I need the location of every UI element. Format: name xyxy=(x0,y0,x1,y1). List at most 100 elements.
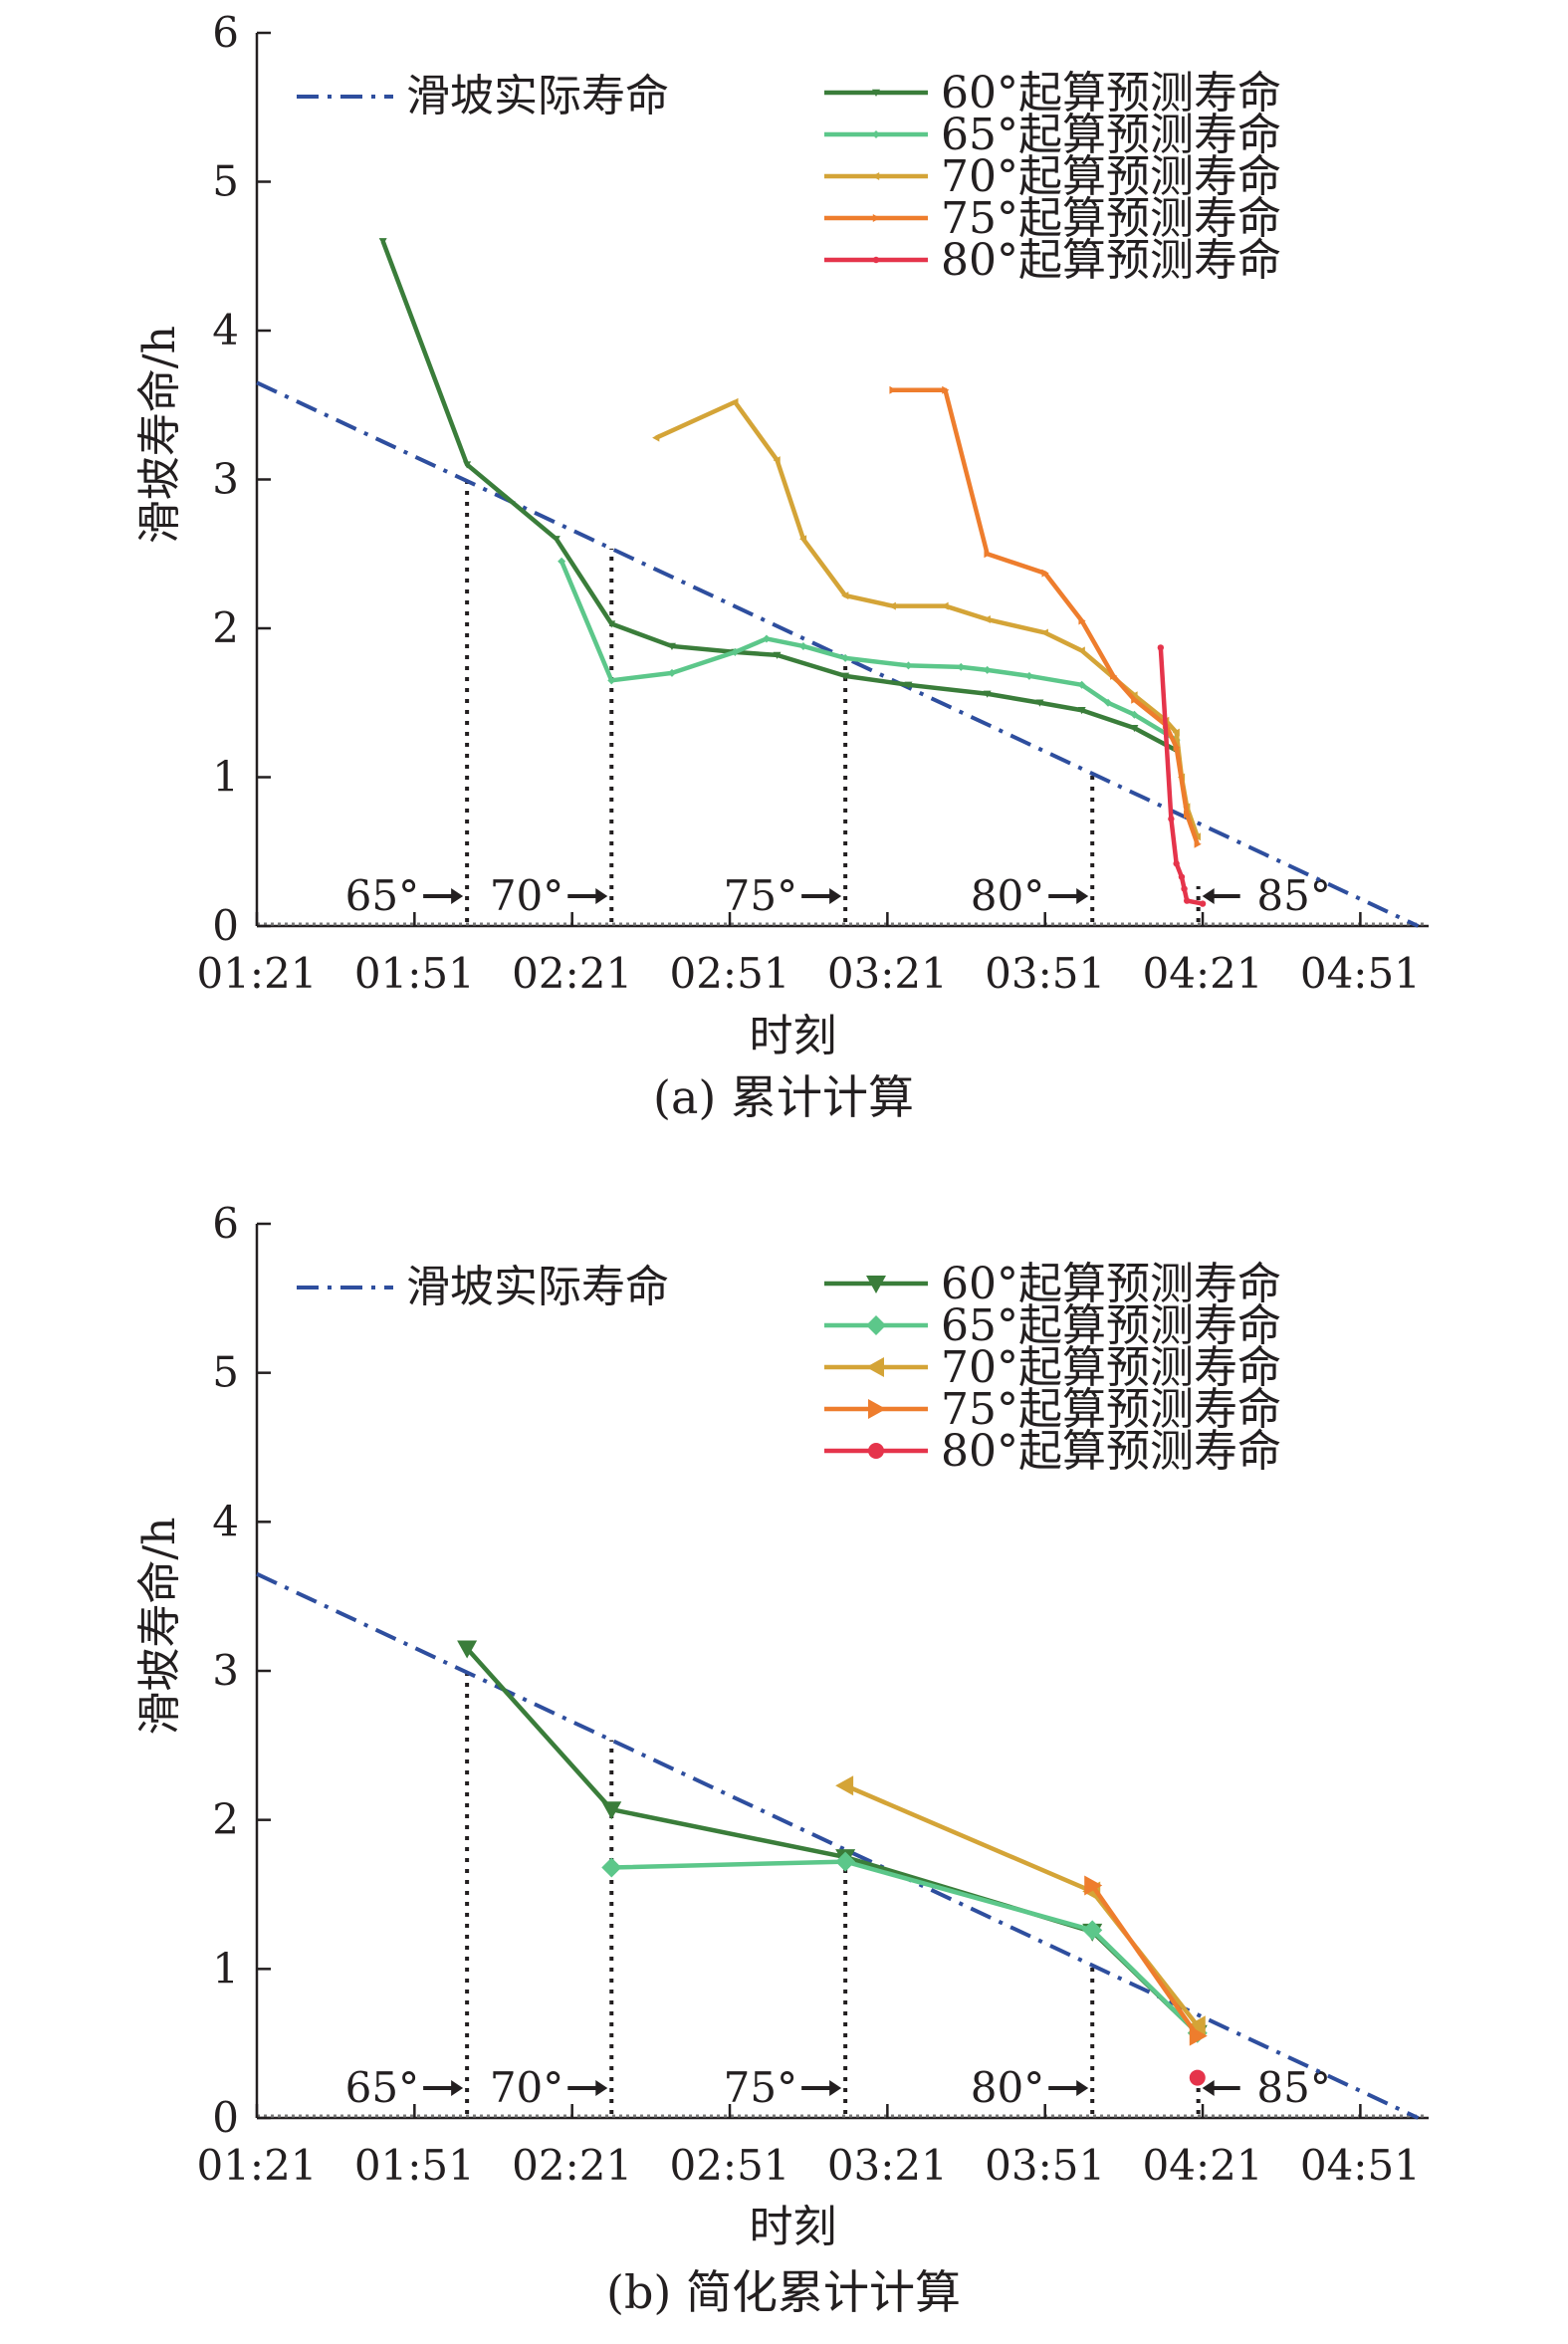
y-tick-label: 3 xyxy=(212,1646,239,1695)
data-point xyxy=(1157,644,1165,651)
legend-marker xyxy=(868,1399,886,1419)
data-point xyxy=(1082,1920,1103,1941)
series-line xyxy=(1090,1884,1200,2037)
x-tick-label: 03:51 xyxy=(985,2141,1105,2190)
data-point xyxy=(773,456,781,465)
data-point xyxy=(1041,569,1049,578)
data-point xyxy=(1024,671,1033,680)
data-point xyxy=(1110,671,1118,680)
angle-marker-label: 70° xyxy=(490,2063,563,2112)
legend-marker xyxy=(866,1276,886,1293)
legend-marker xyxy=(868,1443,884,1459)
series-4 xyxy=(1084,1875,1208,2046)
series-0 xyxy=(256,1571,1420,2120)
x-tick-label: 04:21 xyxy=(1143,949,1263,998)
data-point xyxy=(1104,698,1113,707)
series-line xyxy=(611,1859,1200,2035)
data-point xyxy=(601,1801,622,1820)
angle-marker-label: 75° xyxy=(724,2063,797,2112)
legend-label: 80°起算预测寿命 xyxy=(941,1426,1281,1477)
y-tick-label: 3 xyxy=(212,455,239,504)
panel-caption: (a) 累计计算 xyxy=(653,1070,914,1124)
legend-label: 70°起算预测寿命 xyxy=(941,151,1281,202)
series-1 xyxy=(378,238,1181,755)
data-point xyxy=(1178,873,1186,880)
data-point xyxy=(1077,646,1085,655)
x-tick-label: 01:51 xyxy=(354,949,475,998)
x-tick-label: 01:21 xyxy=(196,2141,317,2190)
legend: 滑坡实际寿命 60°起算预测寿命65°起算预测寿命70°起算预测寿命75°起算预测… xyxy=(297,1259,1281,1477)
y-tick-label: 1 xyxy=(212,753,239,802)
data-point xyxy=(1184,810,1192,819)
data-point xyxy=(1187,2015,1206,2036)
data-point xyxy=(1130,691,1138,700)
angle-arrow-head xyxy=(1076,2080,1089,2096)
data-point xyxy=(983,690,992,698)
series-line xyxy=(655,399,1200,838)
data-point xyxy=(667,668,676,677)
data-point xyxy=(558,557,566,566)
series-line xyxy=(256,1571,1420,2120)
data-point xyxy=(773,651,782,659)
data-point xyxy=(841,591,849,600)
y-tick-label: 0 xyxy=(212,2093,239,2142)
data-point xyxy=(1035,699,1044,707)
x-tick-label: 02:21 xyxy=(512,949,632,998)
data-point xyxy=(1194,839,1202,848)
angle-arrow-head xyxy=(829,2080,842,2096)
data-point xyxy=(667,642,676,650)
y-tick-label: 4 xyxy=(212,1497,239,1545)
y-tick-label: 2 xyxy=(212,1795,239,1844)
data-point xyxy=(983,665,992,674)
x-axis-title: 时刻 xyxy=(750,2202,837,2252)
legend-label: 65°起算预测寿命 xyxy=(941,1300,1281,1351)
data-point xyxy=(731,397,739,406)
legend-marker xyxy=(872,172,880,180)
angle-arrow-head xyxy=(451,888,464,904)
data-point xyxy=(731,647,740,656)
x-tick-label: 03:21 xyxy=(827,2141,948,2190)
legend-marker xyxy=(866,1315,886,1335)
data-point xyxy=(904,681,913,689)
series-5 xyxy=(1189,2069,1206,2086)
legend-marker xyxy=(866,1357,884,1377)
angle-marker-label: 70° xyxy=(490,871,563,920)
legend-label: 60°起算预测寿命 xyxy=(941,1259,1281,1309)
data-point xyxy=(835,1851,856,1872)
data-point xyxy=(607,620,616,628)
data-point xyxy=(1199,900,1207,907)
y-tick-label: 5 xyxy=(212,1348,239,1397)
data-point xyxy=(1184,897,1191,904)
data-point xyxy=(1078,616,1086,625)
data-point xyxy=(841,653,850,662)
series-5 xyxy=(1157,644,1207,907)
legend-marker xyxy=(872,89,880,97)
data-point xyxy=(841,672,850,680)
y-tick-label: 5 xyxy=(212,157,239,206)
data-point xyxy=(552,536,560,544)
data-point xyxy=(1077,707,1086,715)
x-tick-label: 03:21 xyxy=(827,949,948,998)
data-point xyxy=(984,550,992,559)
data-point xyxy=(904,661,913,670)
series-line xyxy=(380,240,1178,753)
x-tick-label: 03:51 xyxy=(985,949,1105,998)
data-point xyxy=(762,634,771,643)
series-0 xyxy=(256,380,1420,928)
data-point xyxy=(1084,1875,1103,1896)
data-point xyxy=(1189,2025,1208,2046)
data-point xyxy=(1173,743,1181,752)
data-point xyxy=(889,385,897,394)
data-point xyxy=(607,676,616,685)
x-tick-label: 04:51 xyxy=(1300,2141,1421,2190)
legend-label: 滑坡实际寿命 xyxy=(406,71,669,121)
y-tick-label: 0 xyxy=(212,901,239,950)
data-point xyxy=(941,601,949,610)
legend-marker xyxy=(872,214,880,222)
panel-caption: (b) 简化累计计算 xyxy=(606,2265,961,2319)
data-point xyxy=(1168,816,1175,822)
y-tick-label: 2 xyxy=(212,603,239,652)
x-tick-label: 02:21 xyxy=(512,2141,632,2190)
y-tick-label: 6 xyxy=(212,1199,239,1248)
series-3 xyxy=(835,1775,1206,2036)
